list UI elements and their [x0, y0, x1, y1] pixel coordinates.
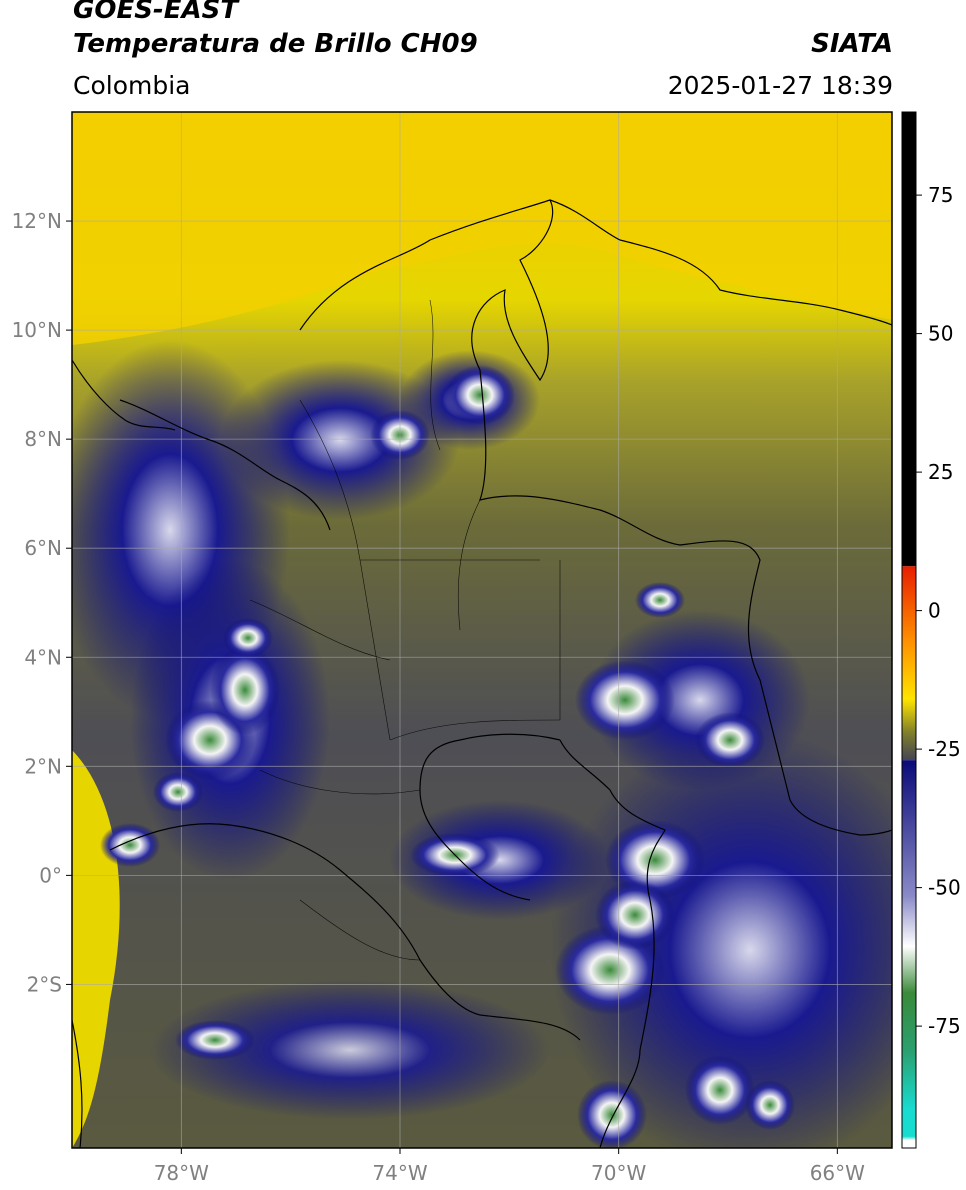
colombia-ecuador-peru-border	[109, 823, 581, 1041]
colorbar-tick-label: 25	[928, 460, 953, 484]
central-america-coast	[72, 359, 176, 431]
brightness-temperature-field	[72, 112, 892, 1148]
latitude-axis: 12°N 10°N 8°N 6°N 4°N 2°N 0° 2°S	[12, 209, 72, 996]
organization-label: SIATA	[811, 29, 893, 59]
longitude-axis: 78°W 74°W 70°W 66°W	[154, 1148, 865, 1185]
lat-tick-label: 2°S	[27, 972, 62, 996]
colorbar-frame	[901, 111, 917, 1149]
lat-tick-label: 6°N	[24, 536, 62, 560]
panama-border	[119, 399, 331, 531]
product-title: Temperatura de Brillo CH09	[73, 29, 478, 59]
peru-coast	[72, 1019, 83, 1148]
lat-tick-label: 2°N	[24, 754, 62, 778]
lat-tick-label: 4°N	[24, 645, 62, 669]
colombia-brazil-border	[559, 739, 666, 1148]
lat-tick-label: 12°N	[12, 209, 62, 233]
department-boundaries	[249, 299, 561, 961]
colorbar-tick-label: -25	[928, 737, 961, 761]
colorbar-segment-mid	[902, 732, 916, 761]
colorbar-segment-cold	[902, 760, 916, 1148]
colorbar-tick-label: 75	[928, 183, 953, 207]
lon-tick-label: 66°W	[810, 1161, 865, 1185]
lon-tick-label: 78°W	[154, 1161, 209, 1185]
colorbar-ticks: 75 50 25 0 -25 -50 -75	[916, 183, 961, 1038]
venezuela-coast	[549, 199, 892, 326]
lon-tick-label: 70°W	[591, 1161, 646, 1185]
colorbar: 75 50 25 0 -25 -50 -75	[901, 111, 961, 1149]
colorbar-segment-warm	[902, 566, 916, 733]
lat-tick-label: 0°	[39, 863, 62, 887]
satellite-title: GOES-EAST	[73, 0, 239, 25]
map-frame	[71, 111, 893, 1149]
lat-tick-label: 8°N	[24, 427, 62, 451]
colorbar-tick-label: 50	[928, 322, 953, 346]
timestamp-label: 2025-01-27 18:39	[667, 71, 893, 100]
colorbar-segment-black	[902, 112, 916, 567]
gridlines	[72, 112, 892, 1148]
region-label: Colombia	[73, 71, 191, 100]
colorbar-tick-label: 0	[928, 599, 941, 623]
lon-tick-label: 74°W	[372, 1161, 427, 1185]
colorbar-tick-label: -75	[928, 1014, 961, 1038]
lat-tick-label: 10°N	[12, 318, 62, 342]
colorbar-tick-label: -50	[928, 876, 961, 900]
country-boundaries	[72, 199, 892, 1148]
colombia-venezuela-border	[299, 199, 892, 836]
